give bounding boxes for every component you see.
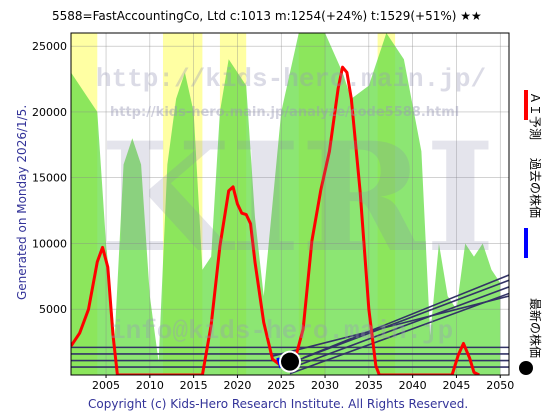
generated-date-label: Generated on Monday 2026/1/5. <box>15 105 29 300</box>
legend-swatch-latest-price <box>519 361 533 375</box>
x-tick-label-9: 2050 <box>486 379 514 392</box>
y-tick-label-0: 5000 <box>39 303 67 316</box>
trend-line-4 <box>270 295 509 358</box>
trend-line-3 <box>302 274 509 359</box>
x-tick-label-3: 2020 <box>223 379 251 392</box>
x-tick-label-8: 2045 <box>442 379 470 392</box>
forecast-band-area-0 <box>71 33 501 375</box>
legend: ＡＩ予測 過去の株価 最新の株価 <box>519 90 543 375</box>
y-tick-label-2: 15000 <box>32 172 67 185</box>
legend-label-ai-forecast: ＡＩ予測 <box>528 92 542 140</box>
axes-layer: 2005 2010 2015 2020 2025 2030 2035 2040 2045 2050… <box>32 40 514 392</box>
x-tick-label-1: 2010 <box>136 379 164 392</box>
plot-layer <box>71 33 509 375</box>
chart-title: 5588=FastAccountingCo, Ltd c:1013 m:1254… <box>52 9 482 23</box>
x-tick-label-2: 2015 <box>180 379 208 392</box>
plot-frame <box>70 32 510 376</box>
x-tick-label-4: 2025 <box>267 379 295 392</box>
legend-label-latest-price: 最新の株価 <box>528 298 543 358</box>
x-tick-label-5: 2030 <box>311 379 339 392</box>
trend-line-0 <box>289 292 509 375</box>
legend-label-past-price: 過去の株価 <box>528 158 543 218</box>
x-tick-label-0: 2005 <box>92 379 120 392</box>
x-tick-label-6: 2035 <box>355 379 383 392</box>
y-tick-label-1: 10000 <box>32 237 67 250</box>
watermark-url: http://kids-hero.main.jp/ <box>96 64 486 94</box>
watermark-logo: KIRI <box>100 110 495 286</box>
y-tick-label-3: 20000 <box>32 106 67 119</box>
y-tick-label-4: 25000 <box>32 40 67 53</box>
x-tick-label-7: 2040 <box>399 379 427 392</box>
trend-line-1 <box>289 286 509 370</box>
latest-price-marker <box>281 352 299 371</box>
watermark-url-detail: http://kids-hero.main.jp/analyze/code558… <box>110 105 459 120</box>
watermark-email: info@kids-hero.main.jp <box>110 316 453 346</box>
copyright-text: Copyright (c) Kids-Hero Research Institu… <box>88 397 468 411</box>
